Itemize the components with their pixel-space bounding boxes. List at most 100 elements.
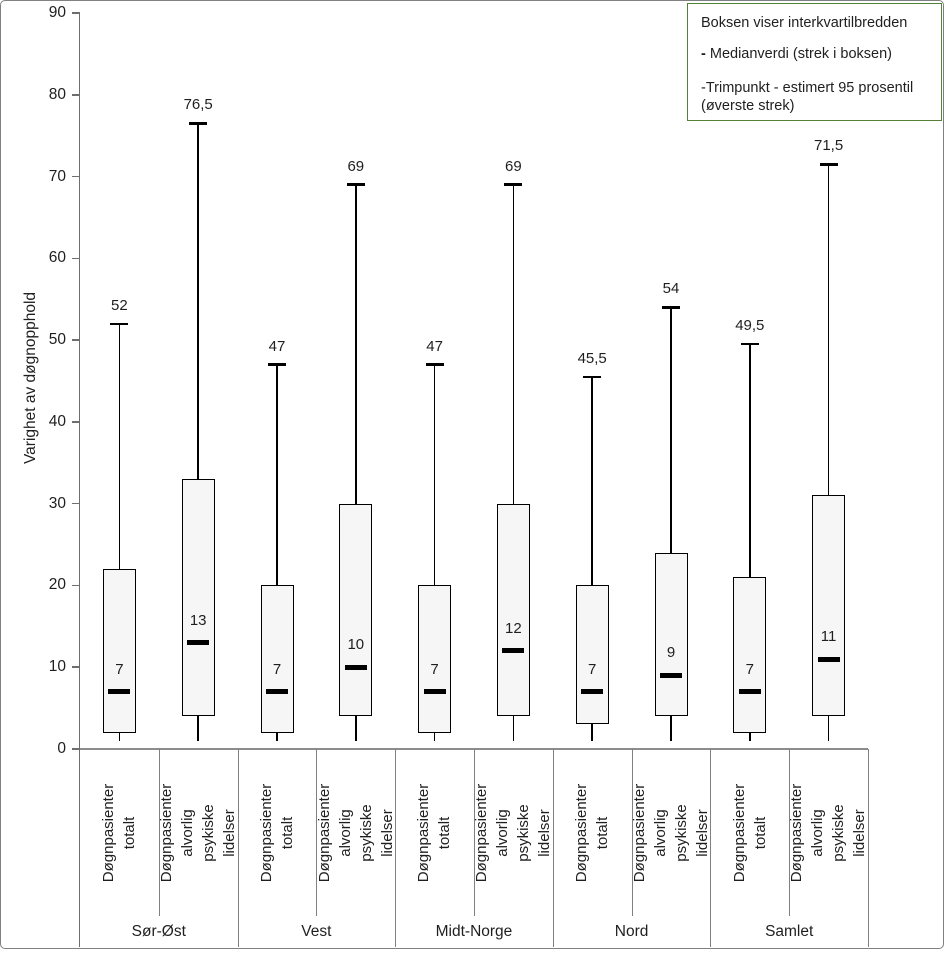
y-tick-label: 10 — [48, 658, 66, 676]
median-value-label: 13 — [189, 611, 207, 629]
y-tick-mark — [72, 257, 80, 260]
box-iqr-rect — [575, 585, 609, 725]
legend-line-trimpoint-2: (øverste strek) — [701, 98, 795, 114]
p95-whisker-cap — [268, 363, 286, 366]
y-tick-mark — [72, 12, 80, 14]
x-group-label: Sør-Øst — [131, 923, 186, 940]
p95-value-label: 47 — [268, 337, 286, 355]
p95-whisker-cap — [189, 122, 208, 125]
category-separator-line — [789, 749, 791, 916]
median-value-label: 10 — [347, 636, 365, 654]
median-line — [344, 664, 367, 670]
box-iqr-rect — [496, 503, 530, 717]
x-category-label: Døgnpasienter totalt — [730, 783, 769, 882]
category-separator-line — [158, 749, 160, 916]
median-line — [187, 640, 210, 646]
box-iqr-rect — [733, 577, 767, 733]
p95-whisker-cap — [740, 342, 759, 346]
p95-value-label: 47 — [426, 337, 443, 355]
y-tick-label: 80 — [48, 85, 66, 103]
table-right-edge — [868, 749, 869, 947]
p95-whisker-cap — [425, 363, 444, 366]
x-category-label-cell: Døgnpasienter totalt — [553, 749, 632, 916]
category-separator-line — [631, 749, 633, 916]
group-separator-line — [237, 749, 239, 947]
box-iqr-rect — [102, 569, 136, 733]
p95-value-label: 45,5 — [577, 349, 607, 367]
x-category-label: Døgnpasienter totalt — [257, 783, 296, 882]
p95-whisker-cap — [819, 163, 838, 166]
box-iqr-rect — [654, 552, 688, 717]
x-group-label: Samlet — [765, 923, 814, 940]
median-line — [738, 689, 761, 695]
median-value-label: 7 — [115, 660, 124, 678]
lower-whisker-line — [433, 732, 436, 741]
median-line — [108, 689, 131, 695]
y-tick-mark — [72, 94, 80, 96]
x-category-label-cell: Døgnpasienter alvorlig psykiske lidelser — [788, 749, 869, 916]
y-tick-label: 0 — [57, 740, 66, 757]
p95-value-label: 52 — [111, 296, 128, 314]
x-category-label: Døgnpasienter totalt — [415, 783, 454, 882]
median-line — [660, 672, 682, 678]
y-tick-mark — [72, 339, 80, 341]
y-tick-label: 40 — [48, 412, 66, 430]
y-tick-label: 60 — [48, 249, 66, 267]
upper-whisker-line — [433, 364, 436, 586]
lower-whisker-line — [197, 716, 199, 741]
category-separator-line — [316, 749, 318, 916]
lower-whisker-line — [827, 716, 830, 741]
upper-whisker-line — [670, 307, 672, 553]
y-tick-mark — [72, 666, 80, 668]
x-group-label: Nord — [614, 923, 649, 940]
median-line — [266, 689, 288, 695]
y-tick-label: 90 — [48, 4, 66, 21]
p95-value-label: 69 — [505, 157, 522, 175]
lower-whisker-line — [355, 716, 357, 741]
median-value-label: 7 — [430, 660, 439, 678]
upper-whisker-line — [512, 184, 515, 504]
x-category-label: Døgnpasienter totalt — [100, 783, 139, 882]
x-group-label: Midt-Norge — [435, 923, 513, 940]
p95-whisker-cap — [662, 306, 680, 309]
p95-whisker-cap — [504, 183, 523, 186]
lower-whisker-line — [670, 716, 672, 741]
p95-value-label: 49,5 — [735, 317, 765, 335]
x-category-label: Døgnpasienter alvorlig psykiske lidelser — [158, 783, 239, 882]
legend-median-dash-glyph: - — [701, 46, 706, 62]
lower-whisker-line — [276, 732, 278, 741]
legend-line-trimpoint: -Trimpunkt - estimert 95 prosentil — [701, 80, 914, 96]
y-tick-label: 70 — [48, 167, 66, 185]
box-iqr-rect — [339, 503, 373, 717]
median-value-label: 7 — [745, 660, 754, 678]
group-separator-line — [395, 749, 397, 947]
median-line — [817, 656, 840, 662]
x-category-label-cell: Døgnpasienter alvorlig psykiske lidelser — [316, 749, 396, 916]
x-category-label-cell: Døgnpasienter alvorlig psykiske lidelser — [158, 749, 239, 916]
x-category-label: Døgnpasienter alvorlig psykiske lidelser — [788, 783, 869, 882]
p95-value-label: 76,5 — [183, 96, 213, 114]
lower-whisker-line — [749, 732, 751, 741]
median-line — [502, 648, 525, 654]
median-line — [581, 689, 604, 695]
y-tick-label: 50 — [48, 331, 66, 349]
p95-value-label: 69 — [347, 157, 365, 175]
legend-box: Boksen viser interkvartilbredden - Media… — [687, 3, 942, 121]
median-value-label: 12 — [505, 619, 522, 637]
p95-whisker-cap — [346, 183, 365, 186]
upper-whisker-line — [197, 123, 199, 480]
box-iqr-rect — [812, 495, 846, 717]
group-separator-line — [552, 749, 554, 947]
upper-whisker-line — [118, 323, 121, 570]
group-separator-line — [710, 749, 712, 947]
p95-whisker-cap — [583, 375, 602, 379]
upper-whisker-line — [355, 184, 357, 504]
y-tick-label: 20 — [48, 576, 66, 594]
median-line — [423, 689, 446, 695]
x-category-label: Døgnpasienter totalt — [573, 783, 612, 882]
x-axis-line — [72, 748, 868, 750]
upper-whisker-line — [827, 164, 830, 496]
box-iqr-rect — [260, 585, 294, 733]
